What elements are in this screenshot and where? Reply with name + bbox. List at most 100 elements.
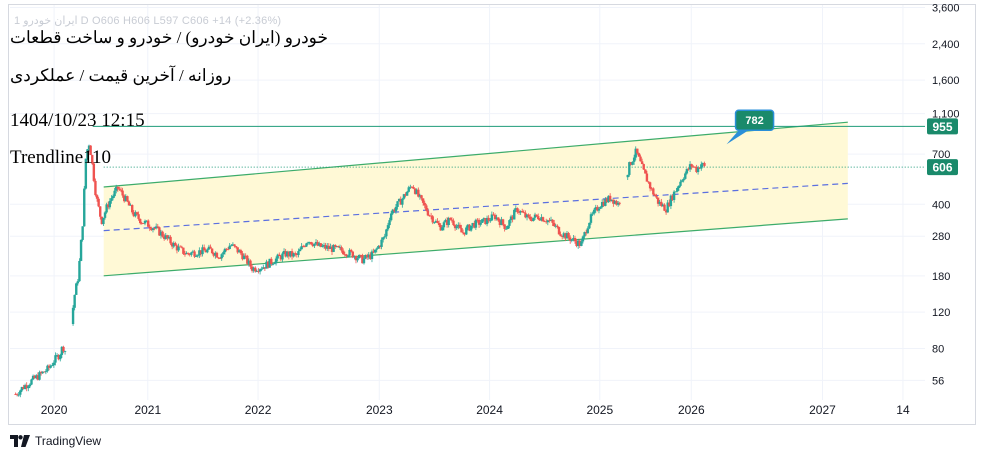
- candle-body: [39, 372, 43, 374]
- candle-body: [394, 206, 398, 212]
- candle-body: [79, 239, 83, 261]
- candle-body: [164, 235, 167, 239]
- candle-body: [553, 222, 556, 226]
- candle-body: [222, 252, 225, 255]
- candle-body: [602, 202, 605, 206]
- candle-body: [113, 190, 116, 197]
- callout-label[interactable]: 782: [745, 115, 763, 127]
- candle-body: [391, 209, 394, 214]
- candle-body: [575, 241, 578, 247]
- candle-body: [249, 260, 252, 267]
- resistance-label[interactable]: 955: [932, 120, 952, 134]
- candle-body: [425, 205, 428, 211]
- candle-body: [55, 355, 59, 356]
- tradingview-label: TradingView: [35, 434, 102, 448]
- candle-body: [546, 220, 550, 223]
- candle-body: [396, 201, 399, 207]
- candle-body: [401, 198, 404, 205]
- candle-body: [281, 253, 284, 260]
- callout-pointer[interactable]: [726, 128, 749, 145]
- resistance-label-bg[interactable]: [927, 118, 958, 135]
- channel-lower-line[interactable]: [103, 218, 848, 277]
- candle-body: [214, 252, 217, 256]
- candle-body: [508, 220, 511, 226]
- candle-body: [469, 225, 473, 231]
- y-tick-label: 3,600: [932, 2, 960, 14]
- last-price-label[interactable]: 606: [932, 161, 952, 175]
- candle-body: [327, 245, 331, 249]
- y-tick-label: 1,600: [932, 75, 960, 87]
- candle-body: [316, 242, 319, 246]
- candle-body: [626, 174, 629, 178]
- y-tick-label: 280: [932, 231, 950, 243]
- candle-body: [524, 212, 527, 218]
- candle-body: [258, 269, 262, 272]
- chart-subtitle: روزانه / آخرین قیمت / عملکردی: [10, 66, 232, 85]
- candle-body: [107, 204, 110, 208]
- candle-body: [530, 219, 534, 221]
- candle-body: [123, 195, 126, 202]
- candle-body: [656, 197, 660, 204]
- candle-body: [41, 371, 44, 374]
- candle-body: [404, 194, 407, 196]
- candle-body: [302, 246, 305, 247]
- candle-body: [634, 148, 637, 158]
- candle-body: [505, 228, 508, 230]
- candle-body: [389, 213, 393, 221]
- candle-body: [589, 214, 593, 223]
- callout-box[interactable]: [734, 109, 775, 131]
- candle-body: [407, 187, 410, 192]
- candle-body: [402, 194, 406, 199]
- candle-body: [198, 250, 201, 256]
- candle-body: [156, 226, 159, 228]
- candle-body: [121, 190, 124, 196]
- candle-body: [493, 215, 497, 220]
- candle-body: [557, 226, 561, 235]
- candle-body: [19, 390, 22, 395]
- candle-body: [645, 173, 649, 182]
- candle-body: [354, 256, 358, 261]
- candle-body: [303, 246, 307, 248]
- candle-body: [140, 223, 143, 224]
- candle-body: [492, 214, 495, 216]
- x-tick-label: 2023: [366, 403, 393, 417]
- candle-body: [103, 212, 107, 218]
- candle-body: [206, 249, 209, 253]
- tradingview-logo[interactable]: TradingView: [10, 433, 101, 449]
- candle-body: [560, 236, 564, 237]
- candle-body: [87, 145, 91, 150]
- candle-body: [76, 281, 80, 284]
- candle-body: [367, 254, 370, 258]
- candle-body: [672, 191, 676, 200]
- candle-body: [525, 214, 529, 218]
- candle-body: [365, 255, 369, 258]
- callout[interactable]: 782: [726, 109, 775, 145]
- candle-body: [668, 202, 671, 207]
- candle-body: [696, 167, 700, 173]
- last-price-label-bg[interactable]: [927, 159, 958, 176]
- candle-body: [335, 246, 339, 247]
- x-tick-label: 2024: [476, 403, 503, 417]
- candle-body: [186, 252, 190, 254]
- horizontal-lines[interactable]: 955 606: [92, 118, 958, 176]
- price-channel[interactable]: [103, 121, 848, 277]
- candle-body: [548, 220, 551, 222]
- candle-body: [194, 256, 198, 258]
- candle-body: [228, 245, 231, 250]
- candle-body: [185, 252, 188, 255]
- candle-body: [409, 186, 412, 188]
- channel-upper-line[interactable]: [103, 121, 848, 188]
- candle-body: [20, 387, 24, 391]
- candle-body: [146, 220, 150, 227]
- candle-body: [167, 236, 171, 239]
- candle-body: [399, 198, 402, 205]
- candle-body: [375, 248, 378, 250]
- candle-body: [426, 210, 430, 216]
- candle-body: [583, 232, 586, 237]
- candle-body: [345, 254, 348, 257]
- candle-body: [674, 191, 677, 193]
- channel-middle-line[interactable]: [103, 182, 848, 232]
- candle-body: [207, 246, 211, 250]
- candle-body: [642, 164, 645, 170]
